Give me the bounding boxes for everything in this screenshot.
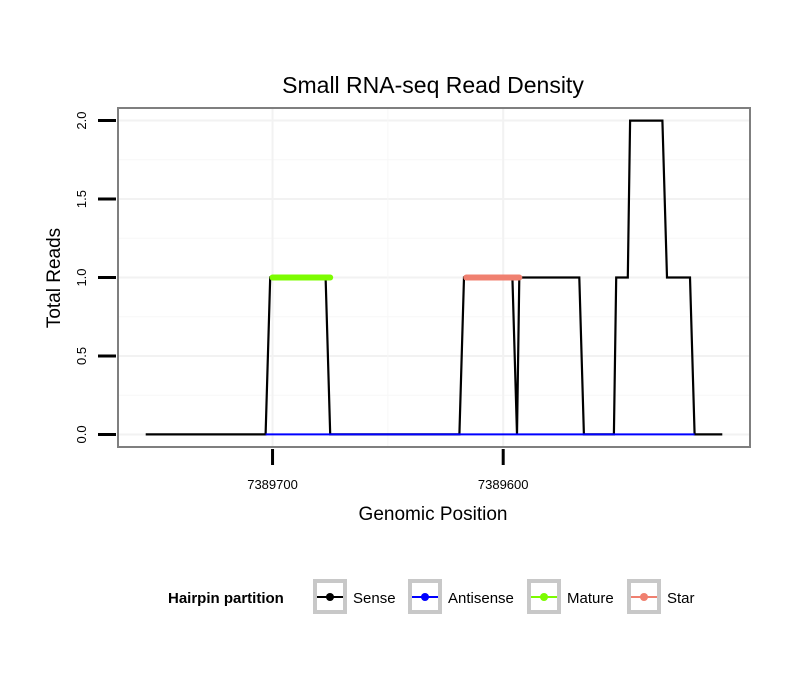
legend-key-point-mature [540, 593, 548, 601]
legend-key-point-star [640, 593, 648, 601]
legend-title: Hairpin partition [168, 590, 284, 607]
x-tick-label: 7389600 [478, 477, 529, 492]
y-tick-label: 1.5 [74, 190, 89, 208]
y-axis-label: Total Reads [44, 228, 65, 328]
x-axis: 7389700 7389600 [247, 449, 529, 492]
series-layer [145, 119, 723, 436]
legend-label-sense: Sense [353, 590, 396, 607]
y-tick-label: 0.0 [74, 425, 89, 443]
plot-border [117, 107, 751, 448]
series-line-sense [145, 119, 723, 436]
legend-key-point-antisense [421, 593, 429, 601]
y-axis: 0.0 0.5 1.0 1.5 2.0 [74, 112, 116, 443]
legend-label-star: Star [667, 590, 695, 607]
y-tick-label: 2.0 [74, 112, 89, 130]
x-tick-label: 7389700 [247, 477, 298, 492]
legend-label-mature: Mature [567, 590, 614, 607]
legend: Hairpin partition Sense Antisense Mature St… [168, 579, 695, 614]
legend-label-antisense: Antisense [448, 590, 514, 607]
legend-key-point-sense [326, 593, 334, 601]
x-axis-label: Genomic Position [359, 504, 508, 525]
y-tick-label: 1.0 [74, 268, 89, 286]
y-tick-label: 0.5 [74, 347, 89, 365]
chart-title: Small RNA-seq Read Density [282, 72, 584, 98]
panel-border [117, 107, 751, 448]
